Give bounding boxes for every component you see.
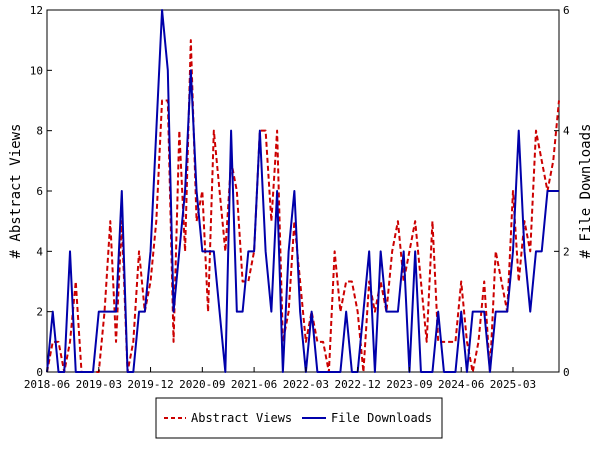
legend-label-abstract-views: Abstract Views: [191, 411, 292, 425]
x-tick-label: 2020-09: [179, 378, 225, 391]
series-line-file-downloads: [46, 9, 559, 373]
y-tick-label: 6: [36, 185, 43, 198]
y-tick-label: 4: [36, 245, 43, 258]
y2-axis-title: # File Downloads: [578, 124, 594, 259]
y-tick-label: 12: [30, 4, 43, 17]
x-tick-label: 2019-12: [127, 378, 173, 391]
x-tick-label: 2022-12: [334, 378, 380, 391]
y2-tick-label: 0: [563, 366, 570, 379]
x-tick-label: 2021-06: [231, 378, 277, 391]
x-tick-label: 2019-03: [76, 378, 122, 391]
series-layer: [46, 9, 560, 373]
y-axis-title: # Abstract Views: [8, 124, 24, 259]
legend: Abstract Views File Downloads: [155, 397, 443, 439]
x-tick-label: 2023-09: [386, 378, 432, 391]
y2-tick-label: 2: [563, 245, 570, 258]
x-tick-label: 2025-03: [490, 378, 536, 391]
legend-box: [155, 397, 443, 439]
series-line-abstract-views: [46, 39, 560, 373]
y2-tick-label: 4: [563, 125, 570, 138]
plot-area: [46, 9, 560, 373]
y-tick-label: 0: [36, 366, 43, 379]
legend-label-file-downloads: File Downloads: [331, 411, 432, 425]
x-tick-label: 2018-06: [24, 378, 70, 391]
x-tick-label: 2024-06: [438, 378, 484, 391]
y-tick-label: 8: [36, 125, 43, 138]
ticks-layer: 0 2 4 6 8 10 12 0 2 4 6 2018-06 2019-03 2019-12 2020-0…: [24, 4, 570, 391]
y-tick-label: 2: [36, 306, 43, 319]
y-tick-label: 10: [30, 64, 43, 77]
x-tick-label: 2022-03: [283, 378, 329, 391]
y2-tick-label: 6: [563, 4, 570, 17]
